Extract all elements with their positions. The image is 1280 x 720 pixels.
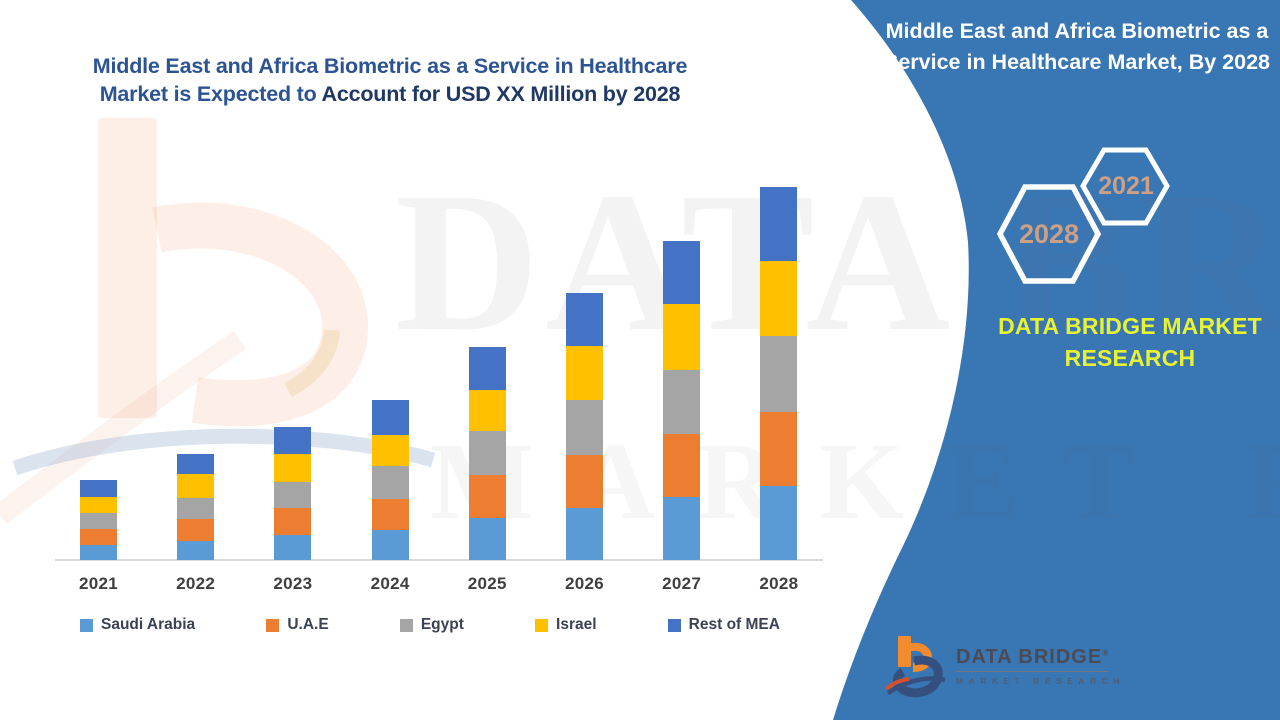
legend-swatch-egypt <box>399 618 413 632</box>
legend-label-u-a-e: U.A.E <box>287 616 329 633</box>
bar-segment-israel-2028 <box>760 261 798 336</box>
ghost-logo-watermark <box>0 118 436 524</box>
legend-item-rest-of-mea: Rest of MEA <box>667 616 780 634</box>
databridge-logo-icon <box>884 636 946 698</box>
bar-segment-israel-2025 <box>468 390 506 431</box>
bar-segment-u-a-e-2025 <box>468 475 506 518</box>
hexagon-2021 <box>1080 147 1170 226</box>
legend-item-egypt: Egypt <box>399 616 464 634</box>
legend-swatch-israel <box>535 618 549 632</box>
legend-swatch-saudi-arabia <box>80 618 93 632</box>
bar-segment-rest-of-mea-2026 <box>566 293 603 346</box>
x-axis-label-2026: 2026 <box>564 574 605 593</box>
x-axis-label-2025: 2025 <box>467 574 507 593</box>
bar-segment-u-a-e-2028 <box>760 412 798 486</box>
blue-side-panel <box>833 0 1280 720</box>
bar-2025 <box>468 347 506 560</box>
bar-segment-israel-2027 <box>663 304 701 370</box>
x-axis-line <box>55 559 823 561</box>
bar-segment-saudi-arabia-2025 <box>468 518 506 560</box>
logo-subtitle: MARKET RESEARCH <box>956 676 1125 686</box>
legend-item-u-a-e: U.A.E <box>266 616 329 634</box>
bar-segment-rest-of-mea-2028 <box>760 187 798 261</box>
legend-swatch-rest-of-mea <box>667 618 681 632</box>
bar-segment-egypt-2028 <box>760 336 798 412</box>
bar-2027 <box>663 241 701 560</box>
legend-item-israel: Israel <box>535 616 597 634</box>
legend-label-israel: Israel <box>556 616 597 633</box>
headline-line1: Middle East and Africa Biometric as a Se… <box>92 54 688 78</box>
headline-line2: Market is Expected to Account for USD XX… <box>99 82 681 106</box>
bar-segment-saudi-arabia-2027 <box>663 497 701 560</box>
bar-segment-saudi-arabia-2026 <box>566 508 603 560</box>
legend-item-saudi-arabia: Saudi Arabia <box>80 616 195 634</box>
databridge-logo: DATA BRIDGE® MARKET RESEARCH <box>884 630 1125 702</box>
bar-segment-egypt-2026 <box>566 400 603 455</box>
hexagon-label-2021: 2021 <box>1098 172 1154 200</box>
bar-segment-rest-of-mea-2025 <box>468 347 506 390</box>
chart-legend: Saudi Arabia U.A.E Egypt Israel Rest of MEA <box>80 616 780 634</box>
bar-segment-rest-of-mea-2027 <box>663 241 701 304</box>
x-axis-label-2028: 2028 <box>759 574 799 593</box>
hexagons-graphic <box>996 147 1170 284</box>
hexagon-label-2028: 2028 <box>1018 219 1080 249</box>
legend-label-saudi-arabia: Saudi Arabia <box>101 616 196 633</box>
databridge-logo-text: DATA BRIDGE® MARKET RESEARCH <box>956 646 1125 686</box>
bar-2028 <box>760 187 798 560</box>
panel-title: Middle East and Africa Biometric as a Se… <box>883 19 1271 74</box>
headline: Middle East and Africa Biometric as a Se… <box>32 52 748 108</box>
bar-segment-egypt-2027 <box>663 370 701 434</box>
logo-title: DATA BRIDGE® <box>956 646 1110 672</box>
x-axis-label-2027: 2027 <box>662 574 702 593</box>
bar-segment-egypt-2025 <box>468 431 506 475</box>
registered-mark: ® <box>1102 648 1110 658</box>
bar-segment-u-a-e-2027 <box>663 434 701 497</box>
hexagon-2028 <box>996 184 1102 284</box>
bar-segment-israel-2026 <box>566 346 603 400</box>
bar-segment-saudi-arabia-2028 <box>760 486 798 560</box>
brand-line: DATA BRIDGE MARKET RESEARCH <box>998 313 1262 371</box>
bar-2026 <box>566 293 603 560</box>
legend-label-rest-of-mea: Rest of MEA <box>688 616 780 633</box>
bar-segment-u-a-e-2026 <box>566 455 603 508</box>
legend-label-egypt: Egypt <box>420 616 464 633</box>
legend-swatch-u-a-e <box>266 618 280 632</box>
